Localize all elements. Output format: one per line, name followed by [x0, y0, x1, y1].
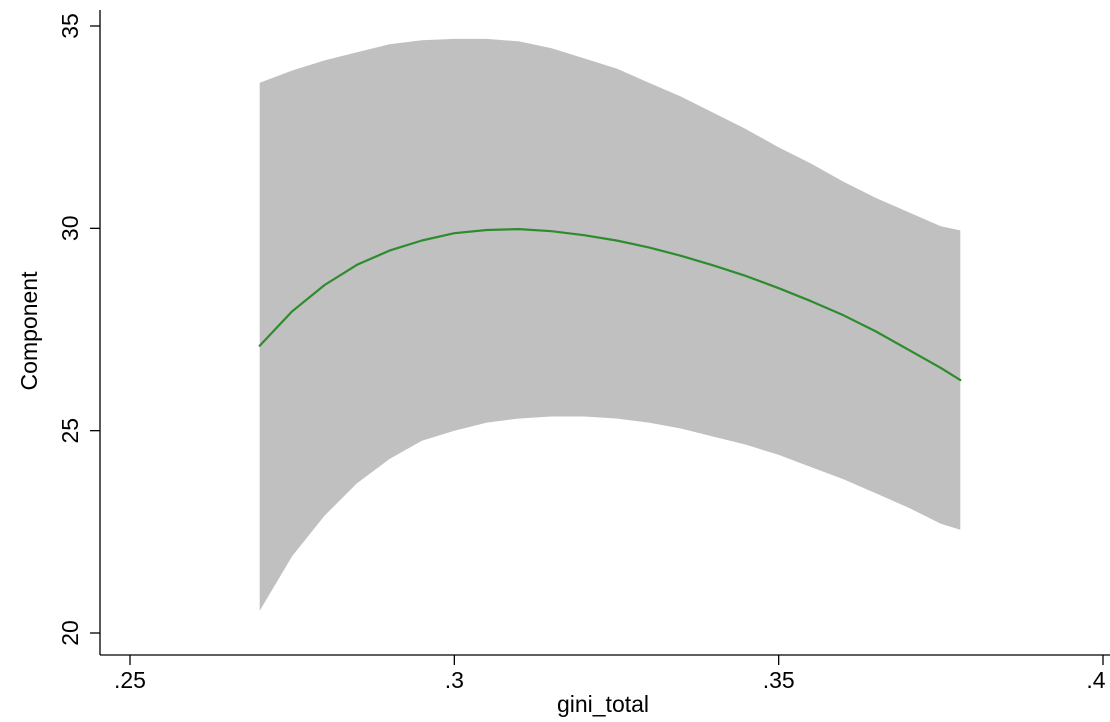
x-tick-label: .35 — [763, 667, 795, 693]
y-tick-label: 30 — [57, 216, 83, 242]
x-tick-label: .3 — [445, 667, 464, 693]
x-tick-label: .25 — [114, 667, 146, 693]
fitted-line — [258, 228, 962, 382]
y-tick-label: 20 — [57, 620, 83, 646]
x-axis-title: gini_total — [557, 691, 649, 717]
y-tick-label: 25 — [57, 418, 83, 444]
x-tick-label: .4 — [1086, 667, 1105, 693]
y-axis-title: Component — [16, 271, 42, 391]
y-tick-label: 35 — [57, 13, 83, 39]
confidence-band — [259, 38, 961, 611]
plot-area — [258, 38, 962, 611]
axes: 20 25 30 35 .25 .3 .35 .4 — [57, 10, 1110, 693]
